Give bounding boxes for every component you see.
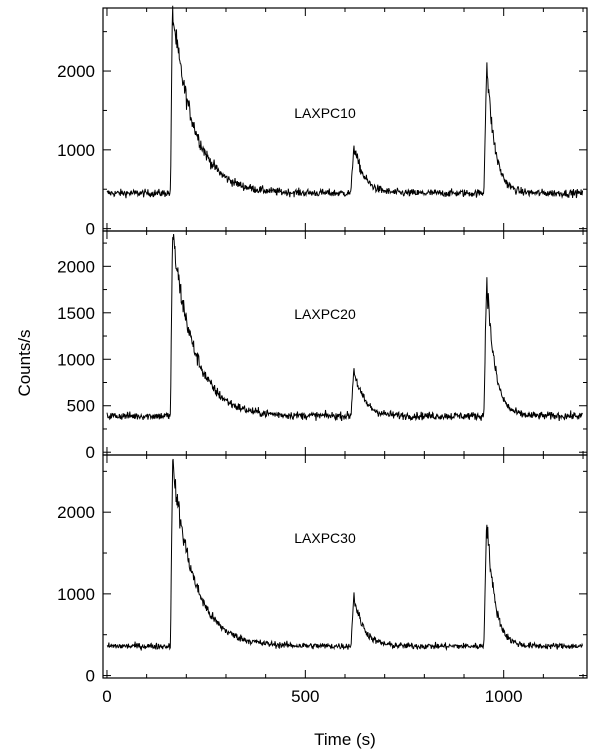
y-tick-label: 0	[86, 220, 95, 239]
series-line	[106, 233, 583, 422]
panel-label: LAXPC30	[294, 530, 356, 546]
x-tick-label: 0	[102, 687, 111, 706]
panel-label: LAXPC20	[294, 306, 356, 322]
y-axis-label: Counts/s	[15, 329, 34, 396]
y-tick-label: 2000	[57, 503, 95, 522]
y-tick-label: 1000	[57, 585, 95, 604]
x-axis-label: Time (s)	[314, 730, 376, 749]
panel-2: 0 500 1000 1500 2000 LAXPC20	[57, 230, 588, 462]
y-tick-label: 2000	[57, 62, 95, 81]
x-tick-label: 500	[291, 687, 319, 706]
panels-group: 010002000LAXPC100500100015002000LAXPC200…	[57, 5, 588, 706]
panel-1: 0 1000 2000 LAXPC10	[57, 5, 588, 239]
panel-3: 0 1000 2000 LAXPC30	[57, 454, 588, 686]
panel-label: LAXPC10	[294, 105, 356, 121]
y-tick-label: 0	[86, 443, 95, 462]
y-tick-label: 1000	[57, 350, 95, 369]
y-tick-label: 1500	[57, 304, 95, 323]
series-line	[106, 5, 584, 199]
series-line	[106, 458, 584, 652]
y-tick-label: 1000	[57, 141, 95, 160]
y-tick-label: 0	[86, 667, 95, 686]
x-tick-label: 1000	[485, 687, 523, 706]
y-tick-label: 500	[67, 397, 95, 416]
y-tick-label: 2000	[57, 257, 95, 276]
